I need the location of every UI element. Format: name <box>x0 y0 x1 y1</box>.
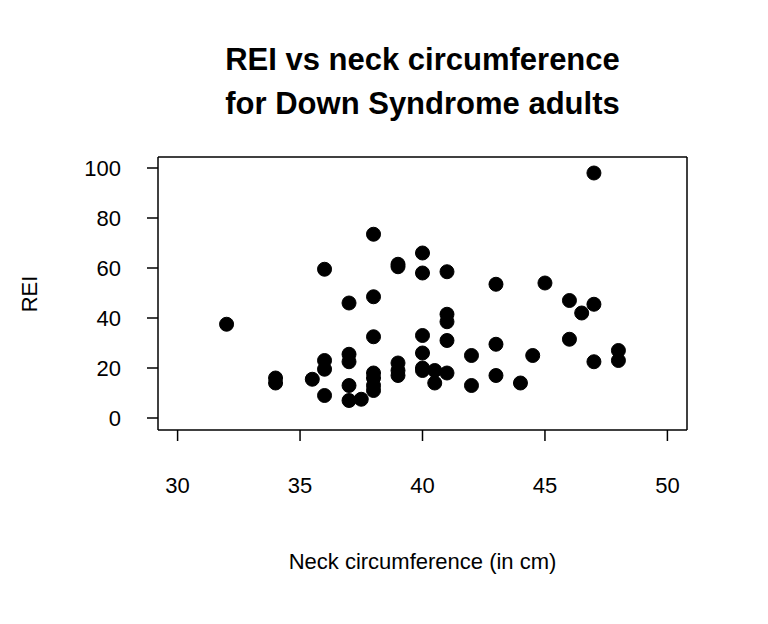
html-text:for Down Syndrome adults: for Down Syndrome adults <box>225 86 620 121</box>
svg-text:20: 20 <box>97 356 121 381</box>
html-text:Neck circumference (in cm): Neck circumference (in cm) <box>288 549 557 574</box>
svg-text:100: 100 <box>84 156 121 181</box>
html-text:REI vs neck circumference: REI vs neck circumference <box>225 42 620 77</box>
svg-text:40: 40 <box>410 473 434 498</box>
svg-text:80: 80 <box>97 206 121 231</box>
svg-text:60: 60 <box>97 256 121 281</box>
svg-text:35: 35 <box>288 473 312 498</box>
svg-text:50: 50 <box>655 473 679 498</box>
svg-text:0: 0 <box>109 406 121 431</box>
html-text:REI: REI <box>17 275 42 312</box>
svg-text:30: 30 <box>165 473 189 498</box>
svg-text:40: 40 <box>97 306 121 331</box>
svg-text:45: 45 <box>533 473 557 498</box>
